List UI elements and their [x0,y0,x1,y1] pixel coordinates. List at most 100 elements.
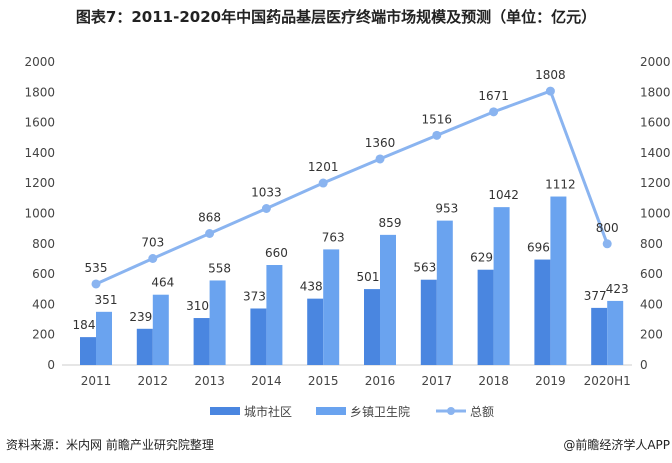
y-tick-label: 1000 [24,207,55,221]
bar-township [96,311,112,365]
x-tick-label: 2020H1 [584,374,631,388]
y2-tick-label: 400 [640,297,663,311]
legend-label-total: 总额 [470,405,494,419]
bar-city [307,298,324,365]
x-tick-label: 2016 [365,374,396,388]
y2-tick-label: 800 [640,237,663,251]
bar-township [323,249,340,365]
x-tick-label: 2018 [478,374,509,388]
legend-label-township: 乡镇卫生院 [350,405,410,419]
data-label-township: 1112 [545,178,576,192]
y-tick-label: 1400 [24,146,55,160]
bar-city [80,337,96,365]
bar-township [607,300,624,365]
point-total [91,279,101,289]
bar-city [250,308,267,365]
data-label-city: 696 [527,241,550,255]
y2-tick-label: 1600 [640,116,671,130]
legend-marker-total [447,407,455,415]
y-tick-label: 2000 [24,55,55,69]
x-tick-label: 2013 [194,374,225,388]
point-total [489,107,499,117]
y-tick-label: 1200 [24,176,55,190]
credit-note: @前瞻经济学人APP [563,438,670,452]
bar-township [266,265,283,365]
data-label-township: 423 [606,282,629,296]
data-label-township: 859 [379,216,402,230]
point-total [545,86,555,96]
x-tick-label: 2011 [81,374,112,388]
y-tick-label: 1800 [24,85,55,99]
bar-city [364,289,380,365]
x-tick-label: 2012 [138,374,169,388]
bar-city [591,307,608,365]
data-label-township: 763 [322,230,345,244]
legend-swatch-township [316,407,346,415]
point-total [261,204,271,214]
point-total [602,239,612,249]
data-label-total: 1360 [365,136,396,150]
y2-tick-label: 600 [640,267,663,281]
data-label-total: 800 [596,221,619,235]
bar-city [477,269,494,365]
bar-township [380,234,396,365]
data-label-total: 1516 [422,112,453,126]
bar-city [420,279,437,365]
data-label-township: 464 [151,276,174,290]
data-label-total: 1808 [535,68,566,82]
data-label-township: 558 [208,261,231,275]
y-tick-label: 400 [32,297,55,311]
data-label-city: 438 [300,280,323,294]
y-tick-label: 600 [32,267,55,281]
legend-swatch-city [210,407,240,415]
data-label-total: 1033 [251,186,282,200]
data-label-city: 377 [584,289,607,303]
data-label-total: 535 [85,261,108,275]
data-label-city: 501 [357,270,380,284]
bar-city [193,318,210,365]
y2-tick-label: 1400 [640,146,671,160]
x-tick-label: 2015 [308,374,339,388]
data-label-township: 660 [265,246,288,260]
y2-tick-label: 200 [640,328,663,342]
x-tick-label: 2019 [535,374,566,388]
bar-township [436,220,453,365]
data-label-total: 703 [141,235,164,249]
y-tick-label: 0 [47,358,55,372]
data-label-township: 1042 [488,188,519,202]
data-label-total: 1201 [308,160,339,174]
data-label-city: 310 [186,299,209,313]
y2-tick-label: 1000 [640,207,671,221]
point-total [148,253,158,263]
data-label-city: 373 [243,289,266,303]
data-label-city: 239 [129,310,152,324]
data-label-city: 629 [470,251,493,265]
legend-label-city: 城市社区 [244,404,292,419]
x-tick-label: 2017 [422,374,453,388]
source-note: 资料来源：米内网 前瞻产业研究院整理 [6,438,214,452]
y-tick-label: 1600 [24,116,55,130]
bar-township [550,196,567,365]
bar-township [209,280,226,365]
point-total [205,228,215,238]
y2-tick-label: 1800 [640,85,671,99]
y2-tick-label: 1200 [640,176,671,190]
y-tick-label: 200 [32,328,55,342]
bar-township [152,294,169,365]
data-label-city: 184 [73,318,96,332]
point-total [375,154,385,164]
y2-tick-label: 0 [640,358,648,372]
data-label-city: 563 [413,261,436,275]
data-label-total: 1671 [478,89,509,103]
y2-tick-label: 2000 [640,55,671,69]
bar-city [534,259,551,365]
bar-township [493,207,510,365]
x-tick-label: 2014 [251,374,282,388]
point-total [432,130,442,140]
data-label-total: 868 [198,210,221,224]
data-label-township: 351 [95,293,118,307]
line-total [95,89,609,286]
y-tick-label: 800 [32,237,55,251]
